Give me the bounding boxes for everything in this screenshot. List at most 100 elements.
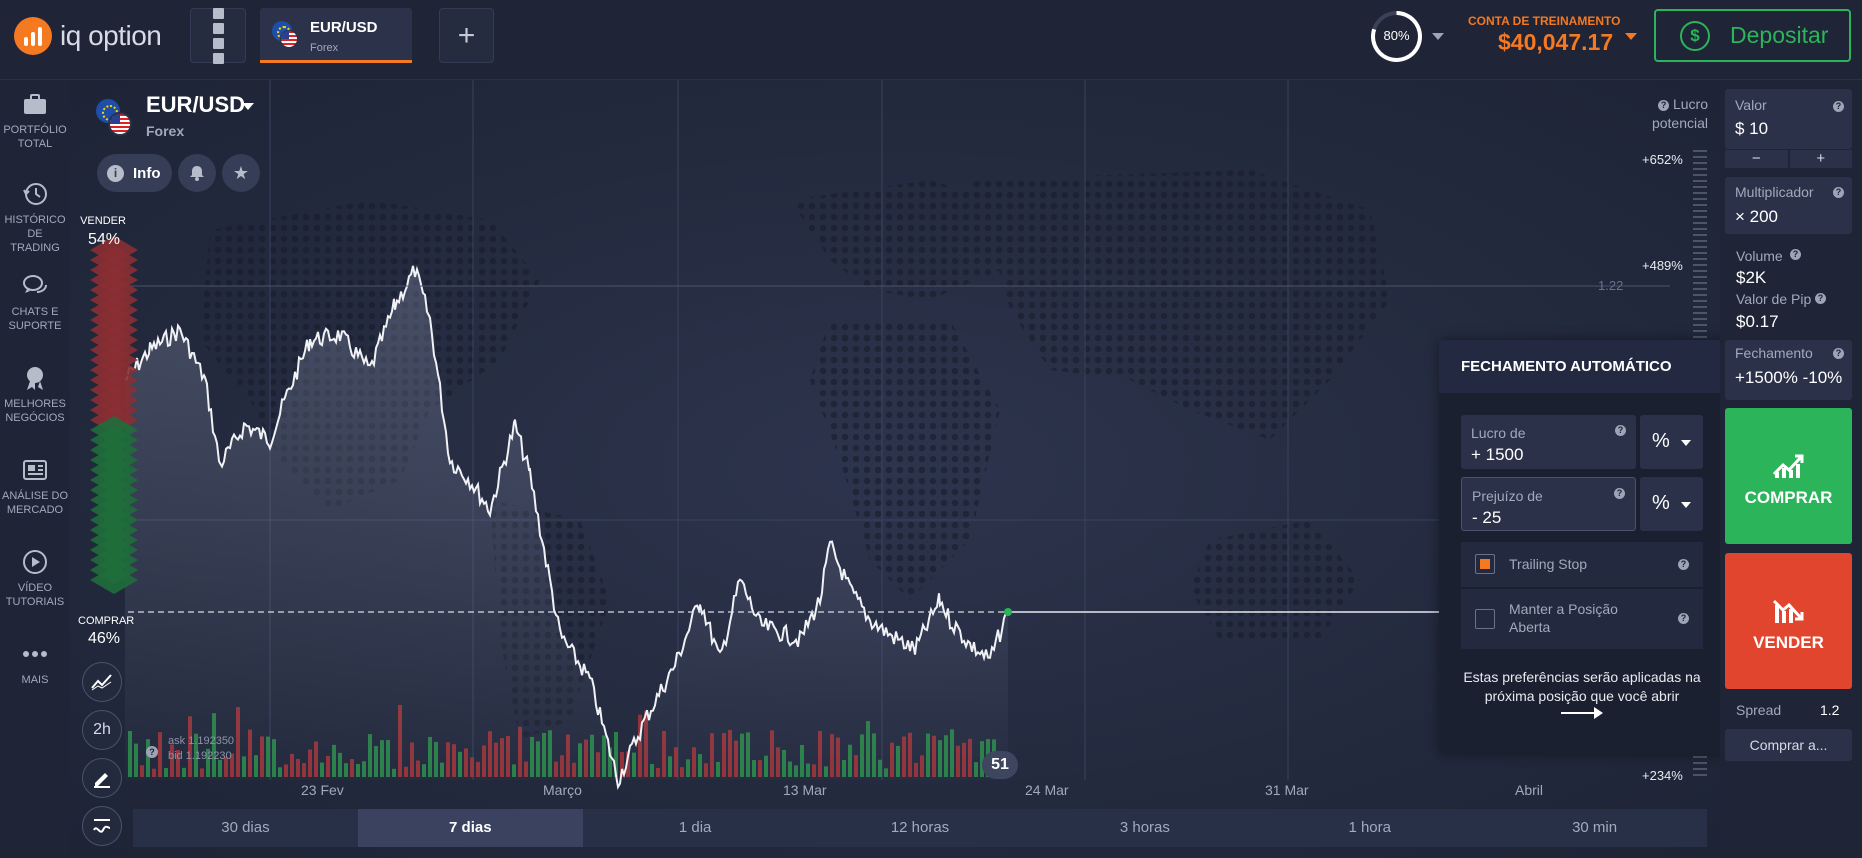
x-tick-label: 23 Fev — [301, 782, 344, 798]
payout-value: 80% — [1383, 28, 1410, 43]
bell-icon[interactable] — [178, 154, 216, 192]
buy-sentiment-label: COMPRAR — [78, 615, 135, 627]
buy-label: COMPRAR — [1744, 488, 1833, 507]
logo[interactable]: iq option — [14, 17, 162, 55]
help-icon[interactable]: ? — [1658, 99, 1670, 111]
history-icon — [21, 180, 49, 208]
stop-loss-field[interactable]: Prejuízo de ? - 25 — [1461, 477, 1636, 531]
profit-potential-label: ? Lucro potencial — [1620, 95, 1708, 133]
help-icon[interactable]: ? — [1678, 559, 1689, 570]
pip-value-label: Valor de Pip — [1736, 291, 1812, 307]
trailing-stop-option[interactable]: Trailing Stop ? — [1461, 542, 1703, 587]
logo-text: iq option — [60, 20, 162, 51]
sidebar-item-chats[interactable]: CHATS E SUPORTE — [0, 272, 70, 333]
sidebar-item-top-trades[interactable]: MELHORES NEGÓCIOS — [0, 364, 70, 425]
amount-field[interactable]: Valor ? $ 10 — [1725, 89, 1852, 149]
award-icon — [21, 364, 49, 392]
take-profit-field[interactable]: Lucro de ? + 1500 — [1461, 415, 1636, 469]
help-icon[interactable]: ? — [1833, 187, 1844, 198]
price-chart[interactable]: 1.22 — [70, 80, 1720, 858]
auto-close-title: FECHAMENTO AUTOMÁTICO — [1439, 340, 1725, 393]
tab-3-hours[interactable]: 3 horas — [1119, 819, 1170, 836]
chevron-down-icon[interactable] — [242, 103, 254, 110]
add-tab-button[interactable]: + — [439, 8, 494, 63]
help-icon[interactable]: ? — [1790, 249, 1801, 260]
sidebar-item-portfolio[interactable]: PORTFÓLIO TOTAL — [0, 90, 70, 151]
sidebar-label: VÍDEO — [17, 582, 53, 594]
price-area — [125, 265, 1008, 787]
multiplier-field[interactable]: Multiplicador ? × 200 — [1725, 177, 1852, 234]
chat-icon — [21, 272, 49, 300]
payout-ring[interactable]: 80% — [1371, 11, 1422, 62]
x-tick-label: Março — [543, 782, 582, 798]
take-profit-unit-select[interactable]: % — [1640, 415, 1703, 469]
ask-price: ask 1.192350 — [168, 735, 235, 747]
sidebar-item-history[interactable]: HISTÓRICO DE TRADING — [0, 180, 70, 255]
spread-label: Spread — [1736, 702, 1782, 718]
sidebar-label: ANÁLISE DO — [1, 490, 69, 502]
sidebar-label: TRADING — [10, 242, 60, 254]
take-profit-value[interactable]: + 1500 — [1471, 445, 1524, 464]
auto-close-label: Fechamento — [1735, 345, 1813, 361]
account-balance[interactable]: $40,047.17 — [1498, 29, 1614, 55]
tab-30-min[interactable]: 30 min — [1572, 819, 1618, 836]
trailing-stop-checkbox[interactable] — [1475, 554, 1495, 574]
sidebar-label: MELHORES — [4, 398, 66, 410]
profit-scale-bottom: +234% — [1642, 768, 1683, 783]
volume-bar — [620, 752, 624, 777]
multiplier-value[interactable]: × 200 — [1735, 207, 1779, 226]
sidebar-item-more[interactable]: MAIS — [0, 640, 70, 687]
sidebar-item-analysis[interactable]: ANÁLISE DO MERCADO — [0, 456, 70, 517]
increase-button[interactable]: + — [1789, 150, 1852, 168]
timeframe-button[interactable]: 2h — [82, 710, 122, 750]
account-chevron-icon[interactable] — [1625, 33, 1637, 40]
chart-type-icon[interactable] — [82, 662, 122, 702]
sidebar-label: SUPORTE — [8, 320, 62, 332]
help-icon[interactable]: ? — [1615, 425, 1626, 436]
asset-tab[interactable]: EUR/USD Forex — [260, 8, 412, 63]
arrow-right-icon — [1561, 707, 1603, 719]
chevron-down-icon[interactable] — [1432, 33, 1444, 40]
asset-name[interactable]: EUR/USD — [146, 92, 246, 117]
tab-1-day[interactable]: 1 dia — [678, 819, 712, 836]
star-icon[interactable]: ★ — [222, 154, 260, 192]
top-bar: iq option EUR/USD Forex + 80% CONTA DE T… — [0, 0, 1862, 80]
draw-icon[interactable] — [82, 758, 122, 798]
tab-30-days[interactable]: 30 dias — [221, 819, 270, 836]
stop-loss-value[interactable]: - 25 — [1472, 508, 1502, 527]
help-icon[interactable]: ? — [1614, 488, 1625, 499]
quote-help-icon[interactable]: ? — [146, 746, 158, 758]
x-tick-label: 31 Mar — [1265, 782, 1309, 798]
sell-button[interactable]: VENDER — [1725, 553, 1852, 689]
volume-bar — [614, 732, 618, 777]
decrease-button[interactable]: − — [1725, 150, 1788, 168]
keep-open-checkbox[interactable] — [1475, 609, 1495, 629]
price-line — [124, 265, 1009, 790]
amount-value[interactable]: $ 10 — [1735, 119, 1769, 138]
indicators-icon[interactable] — [82, 806, 122, 846]
sidebar-item-videos[interactable]: VÍDEO TUTORIAIS — [0, 548, 70, 609]
keep-open-option[interactable]: Manter a Posição Aberta ? — [1461, 589, 1703, 649]
candle-timer: 51 — [982, 751, 1018, 779]
tab-1-hour[interactable]: 1 hora — [1348, 819, 1391, 836]
help-icon[interactable]: ? — [1815, 293, 1826, 304]
grid-icon[interactable] — [190, 7, 246, 64]
deposit-button[interactable]: $ Depositar — [1654, 9, 1851, 62]
auto-close-field[interactable]: Fechamento ? +1500% -10% — [1725, 340, 1852, 400]
asset-tab-category: Forex — [310, 42, 339, 54]
tab-7-days[interactable]: 7 dias — [357, 809, 583, 847]
more-icon — [21, 640, 49, 668]
info-icon: i — [107, 164, 124, 182]
help-icon[interactable]: ? — [1678, 613, 1689, 624]
buy-at-button[interactable]: Comprar a... — [1725, 729, 1852, 761]
sell-sentiment-label: VENDER — [80, 215, 126, 227]
buy-button[interactable]: COMPRAR — [1725, 408, 1852, 544]
auto-close-value[interactable]: +1500% -10% — [1735, 368, 1843, 387]
info-button[interactable]: i Info — [97, 154, 172, 192]
help-icon[interactable]: ? — [1833, 101, 1844, 112]
stop-loss-unit-select[interactable]: % — [1640, 477, 1703, 531]
account-label[interactable]: CONTA DE TREINAMENTO — [1468, 14, 1621, 28]
play-icon — [21, 548, 49, 576]
tab-12-hours[interactable]: 12 horas — [890, 819, 950, 836]
help-icon[interactable]: ? — [1833, 348, 1844, 359]
